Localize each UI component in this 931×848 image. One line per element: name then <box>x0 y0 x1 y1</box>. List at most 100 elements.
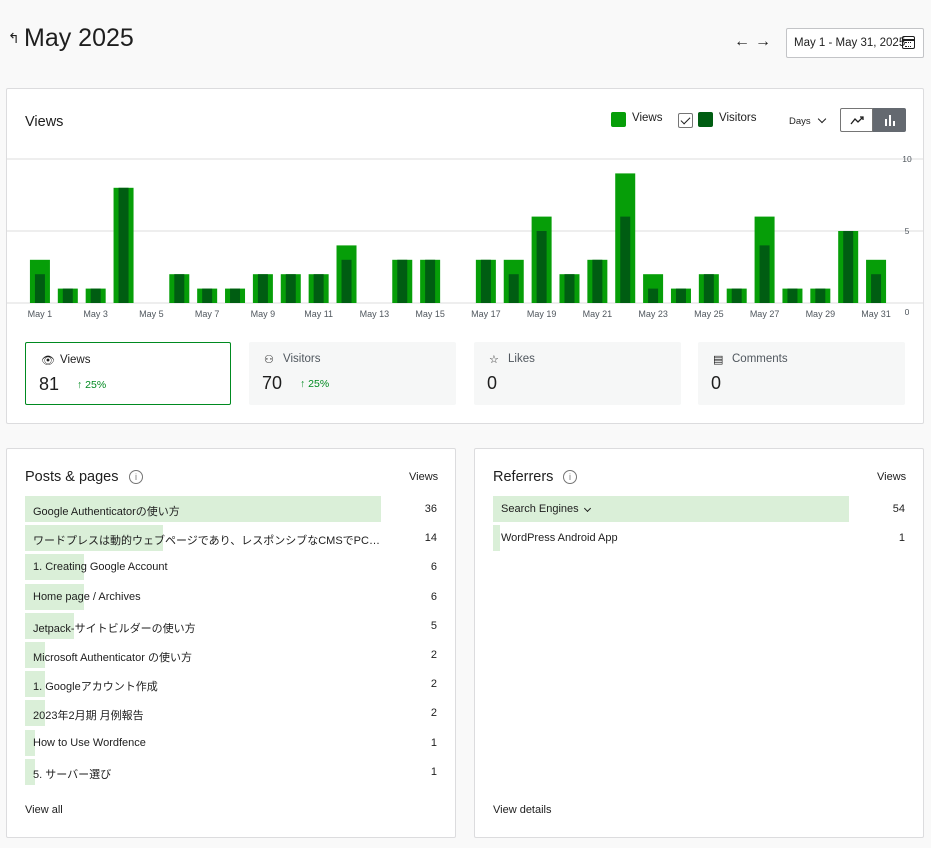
post-row[interactable]: 1. Googleアカウント作成 2 <box>25 671 439 698</box>
post-row[interactable]: Google Authenticatorの使い方 36 <box>25 496 439 522</box>
period-select[interactable]: Days <box>789 114 826 127</box>
stat-value: 70 <box>262 373 283 393</box>
bar-visitors[interactable] <box>675 288 686 303</box>
row-value: 5 <box>430 619 437 632</box>
row-label: WordPress Android App <box>501 532 618 545</box>
bar-visitors[interactable] <box>34 274 45 303</box>
posts-card-title: Posts & pages <box>25 469 119 485</box>
stat-tile-views[interactable]: 👁 Views 81 ↑ 25% <box>25 342 231 405</box>
bar-visitors[interactable] <box>174 274 185 303</box>
x-tick-label: May 7 <box>195 309 220 319</box>
bar-visitors[interactable] <box>90 288 101 303</box>
people-icon: ⚇ <box>264 354 274 366</box>
referrers-card-title: Referrers <box>493 469 554 485</box>
row-value: 36 <box>424 503 437 515</box>
row-label: Google Authenticatorの使い方 <box>33 506 180 518</box>
bar-visitors[interactable] <box>285 274 296 303</box>
views-column-header: Views <box>877 471 907 483</box>
bar-visitors[interactable] <box>620 216 631 303</box>
row-proportion-bar <box>25 729 35 756</box>
bar-visitors[interactable] <box>731 288 742 303</box>
row-value: 14 <box>424 532 437 545</box>
page-title: May 2025 <box>24 24 134 52</box>
bar-visitors[interactable] <box>62 288 73 303</box>
row-value: 54 <box>892 503 905 515</box>
post-row[interactable]: 5. サーバー選び 1 <box>25 758 439 785</box>
legend-views-label: Views <box>632 112 663 124</box>
stat-change: ↑ 25% <box>300 378 330 390</box>
bar-visitors[interactable] <box>564 274 575 303</box>
x-tick-label: May 11 <box>304 309 333 319</box>
bar-visitors[interactable] <box>480 259 491 303</box>
bar-visitors[interactable] <box>313 274 324 303</box>
referrers-card: Referrers i Views Search Engines 54 WordPr… <box>474 448 924 838</box>
view-details-link[interactable]: View details <box>493 804 552 816</box>
stat-value: 0 <box>711 373 722 393</box>
x-tick-label: May 19 <box>527 309 557 319</box>
x-tick-label: May 17 <box>471 309 501 319</box>
row-proportion-bar <box>493 496 849 522</box>
date-range-picker[interactable]: May 1 - May 31, 2025 <box>786 28 924 58</box>
next-period-icon[interactable]: → <box>755 33 771 50</box>
bar-visitors[interactable] <box>592 259 603 303</box>
info-icon[interactable]: i <box>563 470 577 484</box>
bar-visitors[interactable] <box>815 288 826 303</box>
post-row[interactable]: Jetpack-サイトビルダーの使い方 5 <box>25 612 439 639</box>
view-all-link[interactable]: View all <box>25 804 63 816</box>
stat-tile-likes[interactable]: ☆ Likes 0 <box>474 342 681 405</box>
bar-visitors[interactable] <box>397 259 408 303</box>
bar-visitors[interactable] <box>230 288 241 303</box>
row-value: 6 <box>430 590 437 603</box>
visitors-toggle-checkbox[interactable] <box>678 113 693 128</box>
stat-tile-visitors[interactable]: ⚇ Visitors 70 ↑ 25% <box>249 342 456 405</box>
row-value: 2 <box>430 678 437 691</box>
bar-visitors[interactable] <box>787 288 798 303</box>
bar-visitors[interactable] <box>843 231 854 303</box>
star-icon: ☆ <box>489 354 499 366</box>
row-proportion-bar <box>25 525 164 552</box>
row-value: 1 <box>430 765 437 778</box>
stat-label: Comments <box>732 353 788 365</box>
bar-visitors[interactable] <box>118 187 129 303</box>
stat-label: Likes <box>508 353 535 365</box>
previous-period-icon[interactable]: ← <box>734 33 750 50</box>
row-value: 1 <box>430 736 437 749</box>
row-proportion-bar <box>25 671 45 698</box>
x-tick-label: May 27 <box>750 309 780 319</box>
row-proportion-bar <box>25 758 35 785</box>
row-label: How to Use Wordfence <box>33 736 146 749</box>
line-chart-toggle[interactable] <box>840 108 873 132</box>
bar-visitors[interactable] <box>425 259 436 303</box>
legend-visitors-label: Visitors <box>719 112 757 124</box>
bar-visitors[interactable] <box>508 274 519 303</box>
bar-visitors[interactable] <box>257 274 268 303</box>
post-row[interactable]: 2023年2月期 月例報告 2 <box>25 700 439 727</box>
row-proportion-bar <box>25 612 75 639</box>
x-tick-label: May 29 <box>806 309 836 319</box>
bar-visitors[interactable] <box>871 274 882 303</box>
x-tick-label: May 21 <box>583 309 613 319</box>
post-row[interactable]: Microsoft Authenticator の使い方 2 <box>25 642 439 668</box>
post-row[interactable]: Home page / Archives 6 <box>25 583 439 610</box>
bar-visitors[interactable] <box>341 259 352 303</box>
y-tick-label: 10 <box>902 154 912 164</box>
post-row[interactable]: ワードプレスは動的ウェブページであり、レスポンシブなCMSでPC・ス… 14 <box>25 525 439 552</box>
views-chart-card: Views Views Visitors Days 10 5 0 May 1 May 3… <box>6 88 924 424</box>
info-icon[interactable]: i <box>129 470 143 484</box>
bar-visitors[interactable] <box>759 245 770 303</box>
row-label: Microsoft Authenticator の使い方 <box>33 652 192 664</box>
bar-visitors[interactable] <box>536 231 547 303</box>
bar-chart-toggle[interactable] <box>873 108 906 132</box>
row-label: 1. Creating Google Account <box>33 561 168 574</box>
back-arrow-icon[interactable]: ↰ <box>8 30 20 46</box>
bar-visitors[interactable] <box>703 274 714 303</box>
post-row[interactable]: 1. Creating Google Account 6 <box>25 554 439 581</box>
stat-tile-comments[interactable]: ▤ Comments 0 <box>698 342 905 405</box>
bar-visitors[interactable] <box>648 288 659 303</box>
row-label: 5. サーバー選び <box>33 768 112 781</box>
bar-visitors[interactable] <box>202 288 213 303</box>
row-label: Jetpack-サイトビルダーの使い方 <box>33 622 196 635</box>
referrer-row[interactable]: WordPress Android App 1 <box>493 525 907 552</box>
post-row[interactable]: How to Use Wordfence 1 <box>25 729 439 756</box>
referrer-row[interactable]: Search Engines 54 <box>493 496 907 522</box>
